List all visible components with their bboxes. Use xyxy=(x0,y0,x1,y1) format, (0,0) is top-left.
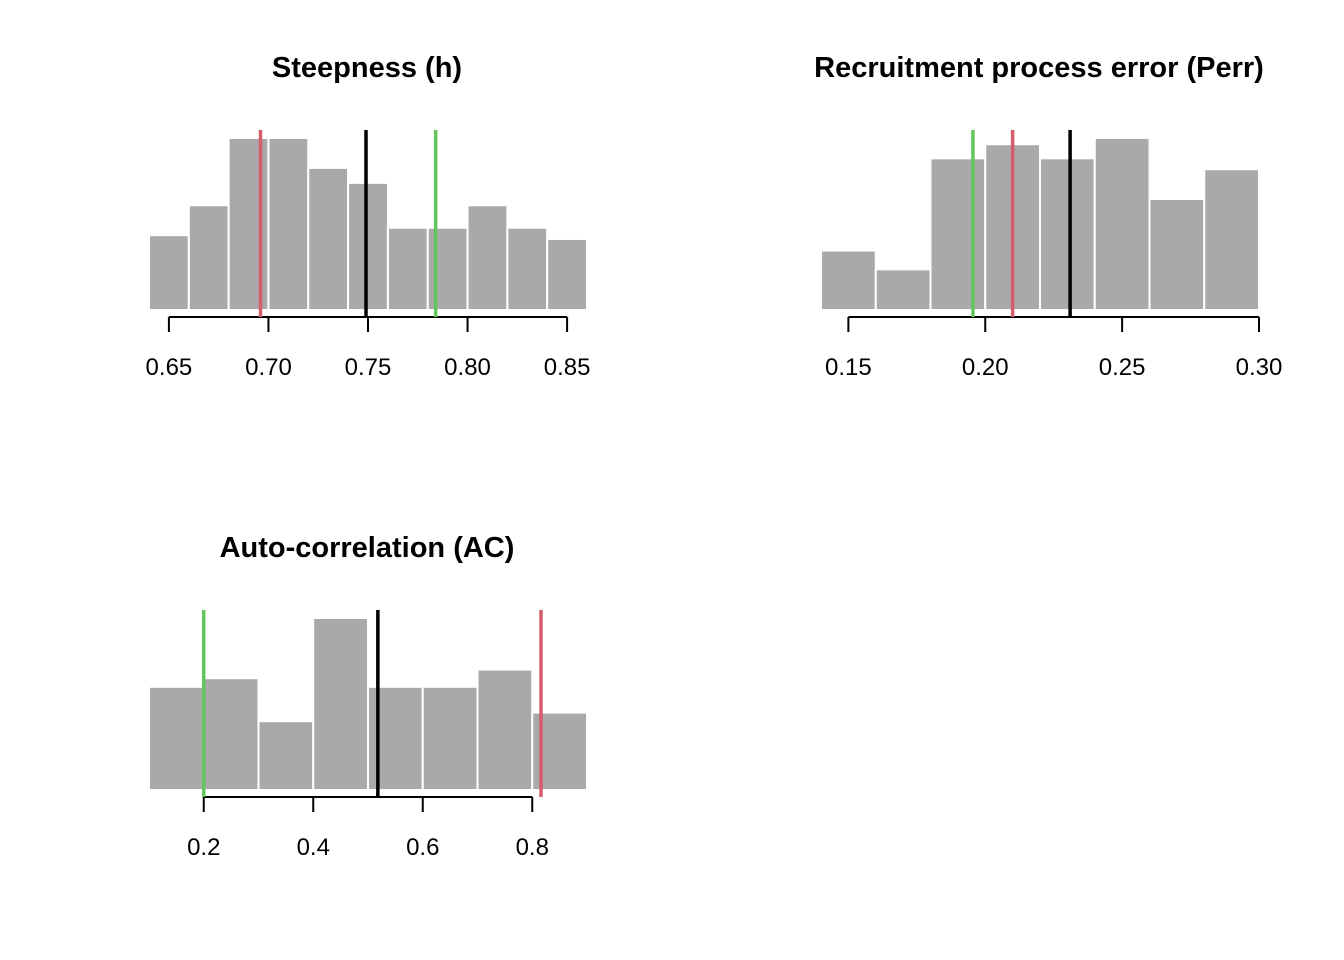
histogram-bar xyxy=(546,237,589,312)
tick-label: 0.6 xyxy=(406,834,439,861)
histogram-bar xyxy=(1039,157,1096,311)
histogram-bar xyxy=(312,617,369,791)
panel-steepness: Steepness (h) 0.65 0.70 0.75 0.80 0.85 xyxy=(146,52,591,381)
histogram-bar xyxy=(307,166,350,311)
histogram-bar xyxy=(386,226,429,312)
x-axis: 0.15 0.20 0.25 0.30 xyxy=(825,316,1283,381)
tick-label: 0.25 xyxy=(1099,354,1146,381)
histogram-bar xyxy=(421,685,479,791)
histogram-bar xyxy=(1148,197,1206,311)
histogram-bar xyxy=(874,268,932,312)
panel-title: Steepness (h) xyxy=(272,52,462,84)
x-axis: 0.2 0.4 0.6 0.8 xyxy=(187,796,549,861)
reference-lines xyxy=(258,130,438,317)
tick-label: 0.80 xyxy=(444,354,491,381)
tick-label: 0.4 xyxy=(297,834,330,861)
bars xyxy=(148,617,588,792)
panel-title: Auto-correlation (AC) xyxy=(220,532,515,564)
histogram-bar xyxy=(506,226,549,312)
histogram-bar xyxy=(426,226,469,312)
tick-label: 0.20 xyxy=(962,354,1009,381)
panel-title: Recruitment process error (Perr) xyxy=(814,52,1264,84)
histogram-bar xyxy=(227,137,270,311)
tick-label: 0.75 xyxy=(345,354,392,381)
tick-label: 0.70 xyxy=(245,354,292,381)
histogram-bar xyxy=(929,157,987,311)
reference-lines xyxy=(971,130,1072,317)
histogram-bar xyxy=(148,234,190,311)
tick-label: 0.15 xyxy=(825,354,872,381)
histogram-bar xyxy=(187,204,230,312)
bars xyxy=(148,137,589,312)
x-axis: 0.65 0.70 0.75 0.80 0.85 xyxy=(146,316,591,381)
histogram-bar xyxy=(347,181,389,311)
tick-label: 0.8 xyxy=(516,834,549,861)
panel-autocorrelation: Auto-correlation (AC) 0.2 0.4 0.6 0.8 xyxy=(148,532,588,861)
histogram-bar xyxy=(1203,168,1260,311)
tick-label: 0.65 xyxy=(146,354,193,381)
tick-label: 0.85 xyxy=(544,354,591,381)
histogram-bar xyxy=(820,249,877,311)
panel-recruitment-error: Recruitment process error (Perr) 0.15 0.2… xyxy=(814,52,1282,381)
histogram-bar xyxy=(257,720,315,792)
reference-lines xyxy=(202,610,543,797)
histogram-bar xyxy=(267,137,310,311)
histogram-bar xyxy=(202,677,260,792)
histogram-bar xyxy=(1093,137,1151,311)
histogram-bar xyxy=(466,204,509,312)
tick-label: 0.30 xyxy=(1236,354,1283,381)
histogram-bar xyxy=(148,685,205,791)
histogram-bar xyxy=(476,668,534,791)
tick-label: 0.2 xyxy=(187,834,220,861)
bars xyxy=(820,137,1260,312)
